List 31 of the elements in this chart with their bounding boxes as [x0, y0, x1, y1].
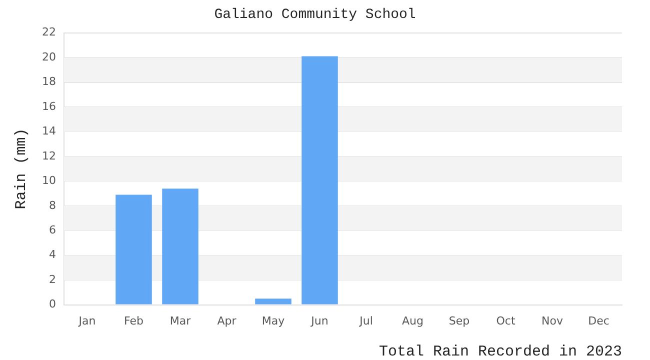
x-tick-label: Oct	[496, 314, 516, 328]
x-tick-label: Nov	[542, 314, 564, 328]
bar	[302, 56, 338, 304]
x-tick-label: Sep	[448, 314, 470, 328]
y-tick-label: 18	[42, 75, 56, 88]
x-axis-title: Total Rain Recorded in 2023	[378, 343, 622, 360]
x-tick-label: Apr	[217, 314, 237, 328]
y-tick-label: 14	[42, 124, 56, 138]
x-tick-label: Aug	[402, 314, 424, 328]
y-tick-label: 20	[42, 50, 56, 64]
x-tick-label: May	[262, 314, 286, 328]
x-tick-label: Feb	[124, 314, 144, 328]
y-tick-label: 6	[48, 223, 56, 236]
y-tick-label: 8	[48, 198, 56, 212]
x-tick-label: Jun	[310, 314, 328, 328]
x-tick-label: Jul	[358, 314, 373, 328]
bar	[116, 194, 152, 304]
y-tick-label: 12	[42, 149, 56, 162]
x-tick-label: Mar	[170, 314, 192, 328]
y-tick-label: 22	[42, 26, 56, 39]
bar	[255, 298, 292, 304]
y-axis-title: Rain (mm)	[12, 128, 30, 210]
bar	[162, 188, 198, 304]
y-tick-label: 2	[48, 272, 56, 286]
chart-title: Galiano Community School	[214, 7, 416, 24]
y-tick-label: 10	[42, 174, 56, 188]
x-tick-label: Jan	[78, 314, 96, 328]
y-tick-label: 16	[42, 100, 56, 113]
y-tick-label: 0	[48, 298, 56, 311]
y-tick-label: 4	[48, 248, 56, 262]
x-tick-label: Dec	[588, 314, 610, 328]
